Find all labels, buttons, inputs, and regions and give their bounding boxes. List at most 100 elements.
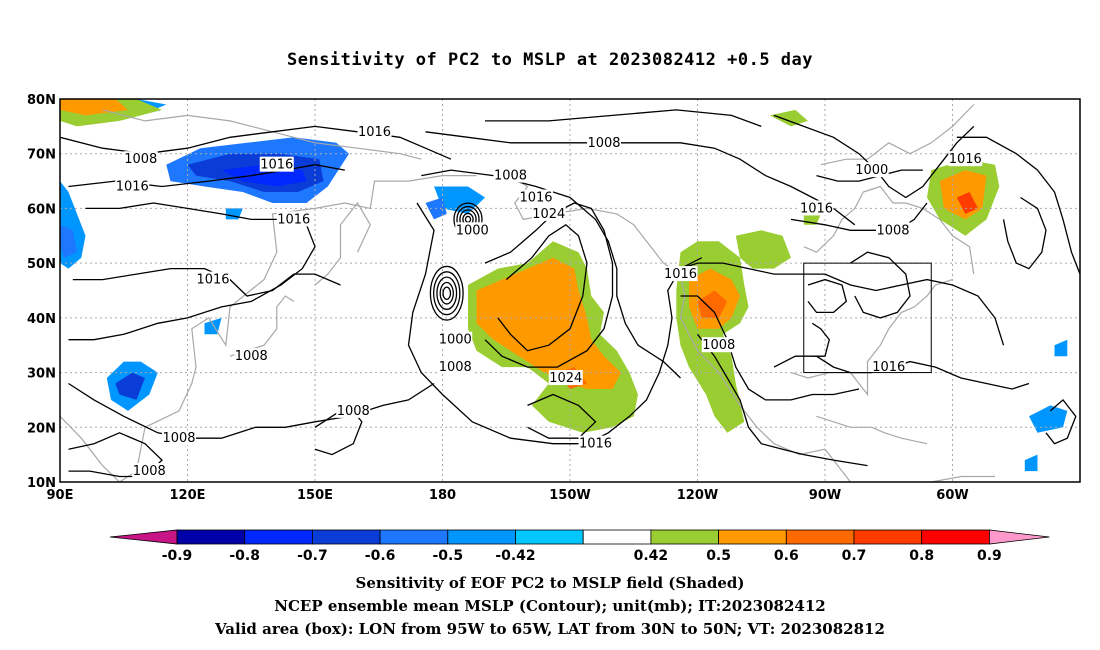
- isobar: [442, 286, 452, 301]
- isobar: [433, 271, 461, 316]
- lon-label: 90W: [809, 488, 841, 503]
- isobar: [956, 136, 1080, 275]
- isobar: [497, 223, 588, 352]
- contour-label-bg: [438, 359, 473, 375]
- contour-label-bg: [663, 266, 698, 282]
- contour-label-bg: [115, 178, 150, 194]
- contour-label-bg: [259, 156, 294, 172]
- contour-label: 1016: [358, 125, 391, 140]
- contour-label: 1000: [855, 163, 888, 178]
- colorbar-label: -0.5: [432, 548, 463, 564]
- shaded-region: [476, 257, 621, 389]
- contour-label-bg: [162, 430, 196, 446]
- contour-label: 1008: [133, 464, 166, 479]
- isobar: [429, 265, 464, 321]
- isobar: [68, 432, 163, 478]
- contour-label-bg: [531, 205, 566, 221]
- contour-label: 1016: [872, 360, 905, 375]
- contour-label-bg: [548, 370, 583, 386]
- contour-label: 1016: [664, 267, 697, 282]
- shaded-region: [60, 224, 77, 258]
- colorbar-swatch: [650, 529, 720, 545]
- isobar: [68, 202, 316, 341]
- shaded-region: [204, 317, 222, 335]
- colorbar-label: 0.42: [634, 548, 669, 564]
- colorbar-label: 0.6: [774, 548, 799, 564]
- contour-label-bg: [336, 402, 371, 418]
- isobar: [816, 169, 923, 182]
- contour-label: 1016: [519, 190, 552, 205]
- isobar: [484, 202, 614, 368]
- colorbar-label: -0.7: [297, 548, 328, 564]
- contour-label: 1024: [549, 371, 582, 386]
- shaded-region: [136, 99, 167, 110]
- contour-label: 1008: [235, 349, 268, 364]
- isobar: [68, 382, 435, 439]
- contour-label: 1024: [532, 207, 565, 222]
- contour-label: 1008: [337, 404, 370, 419]
- colorbar-label: -0.6: [365, 548, 396, 564]
- coastline: [803, 185, 975, 275]
- isobar: [811, 322, 831, 357]
- contour-label-bg: [519, 189, 553, 205]
- contour-label: 1016: [949, 152, 982, 167]
- shaded-region: [115, 372, 145, 400]
- contour-label-bg: [799, 200, 834, 216]
- lat-label: 70N: [27, 148, 56, 163]
- validation-box: [803, 262, 932, 374]
- contour-label-bg: [455, 222, 490, 238]
- lon-label: 90E: [47, 488, 74, 503]
- isobar: [425, 131, 856, 226]
- colorbar-swatch: [785, 529, 855, 545]
- lon-label: 150W: [549, 488, 590, 503]
- contour-label: 1016: [116, 180, 149, 195]
- contour-label: 1008: [439, 360, 472, 375]
- isobar: [485, 109, 762, 128]
- contour-label: 1008: [494, 169, 527, 184]
- shaded-region: [60, 99, 128, 116]
- caption-line-2: NCEP ensemble mean MSLP (Contour); unit(…: [274, 597, 826, 615]
- colorbar-swatch: [515, 529, 584, 545]
- shaded-region: [769, 109, 808, 127]
- contour-label: 1008: [587, 136, 620, 151]
- colorbar-label: 0.8: [909, 548, 934, 564]
- contour-label-bg: [578, 435, 613, 451]
- contour-label: 1016: [277, 212, 310, 227]
- isobar: [407, 202, 703, 445]
- colorbar-swatch: [853, 529, 923, 545]
- lon-label: 120W: [677, 488, 718, 503]
- contour-label-bg: [587, 134, 621, 150]
- map-title: Sensitivity of PC2 to MSLP at 2023082412…: [286, 50, 813, 70]
- isobar: [773, 114, 975, 199]
- coastline: [931, 475, 995, 482]
- shaded-region: [1054, 339, 1068, 357]
- isobar: [436, 276, 458, 310]
- colorbar-swatch: [244, 529, 313, 545]
- shaded-region: [1029, 405, 1068, 433]
- lat-label: 60N: [27, 202, 56, 217]
- contour-label-bg: [357, 123, 392, 139]
- lon-label: 180: [429, 488, 456, 503]
- colorbar-swatch: [921, 529, 990, 545]
- contour-label-bg: [493, 167, 528, 183]
- isobar: [1002, 196, 1047, 270]
- isobar: [696, 333, 868, 467]
- contour-label: 1016: [579, 437, 612, 452]
- lon-label: 150E: [297, 488, 333, 503]
- contour-label: 1008: [876, 223, 909, 238]
- contour-label-bg: [196, 271, 230, 287]
- lat-label: 50N: [27, 257, 56, 272]
- isobar: [850, 251, 911, 319]
- contour-label-bg: [123, 151, 158, 167]
- isobar: [314, 404, 363, 456]
- coastline: [820, 104, 975, 166]
- isobar: [680, 295, 860, 401]
- contour-label-bg: [234, 348, 269, 364]
- shaded-region: [1024, 454, 1038, 472]
- colorbar-swatch: [176, 529, 246, 545]
- lon-label: 60W: [936, 488, 968, 503]
- contour-label-bg: [438, 331, 473, 347]
